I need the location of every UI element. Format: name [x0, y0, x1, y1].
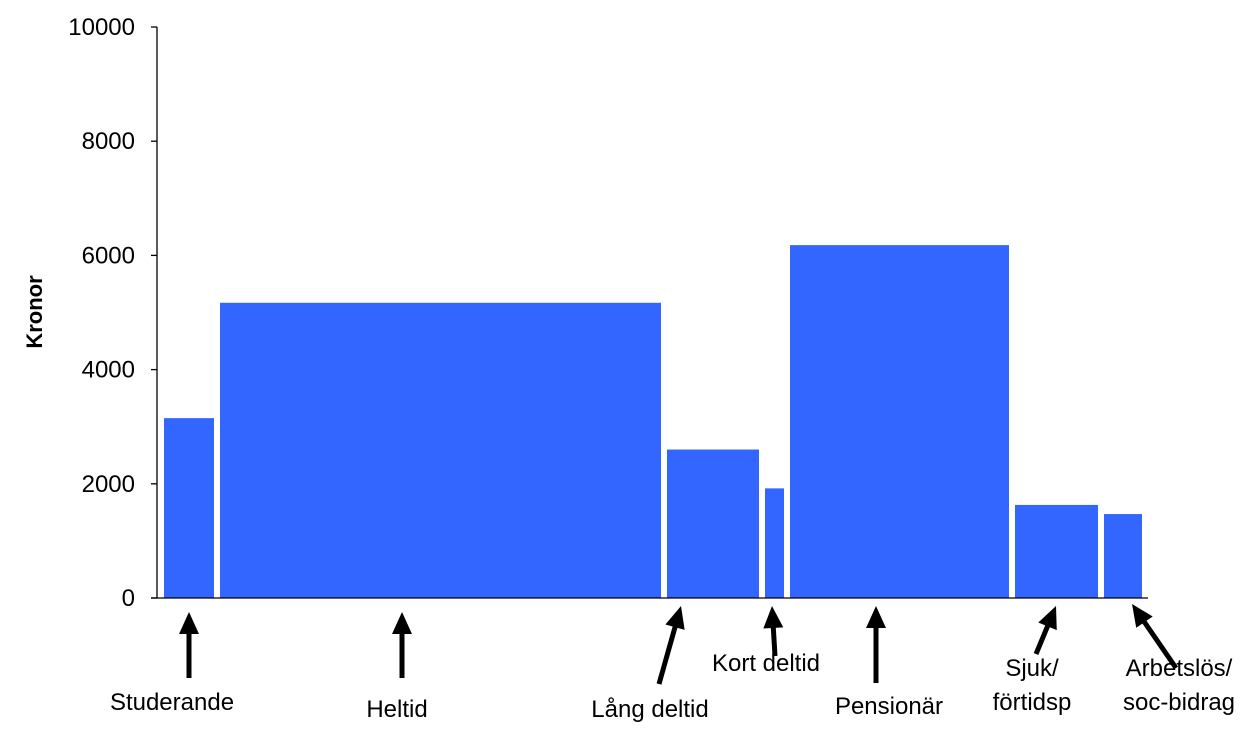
arrow-head	[1132, 604, 1153, 628]
arrow-shaft	[656, 624, 678, 685]
axes	[151, 27, 1148, 599]
y-tick-label: 10000	[68, 14, 135, 41]
category-label: Arbetslös/	[1126, 655, 1233, 682]
bar	[667, 449, 759, 598]
category-label: Kort deltid	[712, 650, 820, 677]
y-axis-title: Kronor	[22, 275, 47, 349]
y-tick-label: 6000	[82, 242, 135, 269]
arrow-head	[1038, 606, 1057, 631]
category-label: Heltid	[366, 696, 427, 723]
y-tick-label: 0	[122, 585, 135, 612]
arrow-head	[179, 612, 199, 634]
category-label: soc-bidrag	[1123, 689, 1235, 716]
category-label: förtidsp	[993, 689, 1072, 716]
bar	[1015, 504, 1098, 598]
arrow-shaft	[770, 625, 778, 657]
category-arrows	[179, 604, 1179, 685]
y-tick-label: 4000	[82, 357, 135, 384]
arrow-head	[392, 612, 412, 634]
arrow-shaft	[1033, 623, 1051, 655]
category-label: Sjuk/	[1005, 655, 1059, 682]
arrow-shaft	[1141, 619, 1179, 670]
bar	[790, 245, 1009, 598]
bar	[164, 418, 214, 598]
arrow-head	[866, 606, 886, 628]
bars	[164, 245, 1142, 598]
category-label: Studerande	[110, 689, 234, 716]
arrow-head	[665, 606, 685, 630]
category-label: Pensionär	[835, 693, 943, 720]
y-tick-label: 8000	[82, 128, 135, 155]
bar	[1104, 514, 1142, 598]
bar	[220, 302, 661, 598]
arrow-head	[763, 606, 784, 629]
y-tick-label: 2000	[82, 471, 135, 498]
bar	[765, 488, 784, 598]
y-axis-ticks: 0 2000 4000 6000 8000 10000	[68, 14, 157, 612]
category-label: Lång deltid	[591, 696, 708, 723]
